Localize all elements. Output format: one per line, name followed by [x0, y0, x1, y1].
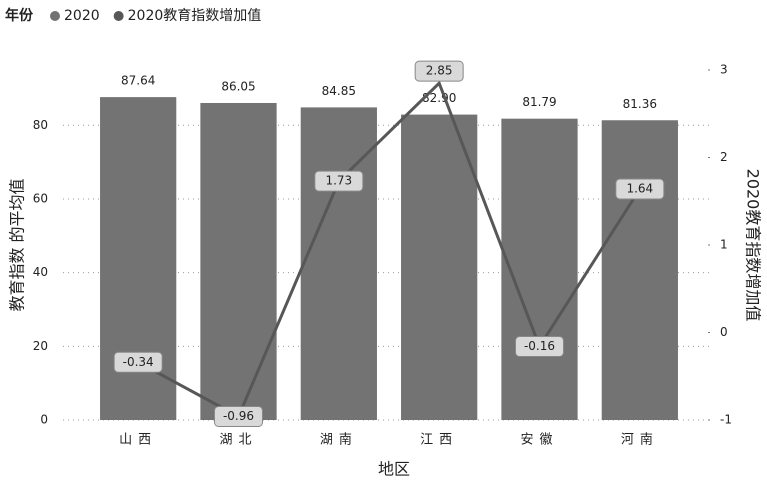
data-label: 84.85: [322, 84, 356, 98]
x-tick-label: 河南: [621, 432, 659, 448]
y-axis-title: 教育指数 的平均值: [8, 178, 27, 311]
y2-axis-title: 2020教育指数增加值: [744, 169, 763, 322]
bar: [601, 120, 678, 421]
data-label-box: [414, 60, 464, 82]
data-label-box: [214, 406, 263, 427]
legend-marker: [113, 11, 124, 21]
data-label-box: [113, 351, 163, 373]
y-tick-label: 0: [40, 413, 48, 427]
y2-tick-label: 2: [720, 150, 728, 164]
x-tick-label: 山西: [119, 433, 157, 448]
y-tick-label: 80: [33, 118, 48, 132]
data-label-box: [615, 178, 665, 200]
bar: [501, 118, 578, 420]
data-label: 1.64: [626, 182, 653, 196]
data-label: -0.16: [524, 339, 555, 353]
legend-label: 2020: [64, 8, 100, 24]
data-label: 87.64: [121, 74, 155, 88]
bar: [200, 102, 277, 420]
x-tick-label: 江西: [420, 433, 458, 448]
y-tick-label: 60: [33, 191, 48, 205]
data-label: 81.79: [522, 95, 556, 109]
data-label-box: [314, 170, 364, 192]
y-tick-label: 20: [33, 339, 48, 353]
data-label: -0.34: [123, 355, 154, 369]
data-label: 1.73: [325, 174, 352, 188]
data-label-box: [515, 336, 564, 357]
bar: [300, 107, 377, 420]
x-tick-label: 安徽: [520, 433, 558, 448]
x-axis-title: 地区: [378, 460, 410, 479]
y2-tick-label: -1: [720, 413, 732, 427]
bar: [401, 114, 478, 420]
y-tick-label: 40: [33, 265, 48, 279]
data-label: -0.96: [223, 409, 254, 423]
x-tick-label: 湖南: [320, 432, 358, 448]
y2-tick-label: 0: [720, 325, 728, 339]
y2-tick-label: 3: [720, 63, 728, 77]
x-tick-label: 湖北: [219, 433, 257, 448]
legend-label: 2020教育指数增加值: [128, 8, 262, 24]
y2-tick-label: 1: [720, 238, 728, 252]
data-label: 2.85: [426, 64, 453, 78]
legend-title: 年份: [5, 7, 34, 24]
data-label: 81.36: [623, 97, 657, 111]
legend-marker: [50, 11, 60, 21]
data-label: 86.05: [221, 79, 255, 93]
